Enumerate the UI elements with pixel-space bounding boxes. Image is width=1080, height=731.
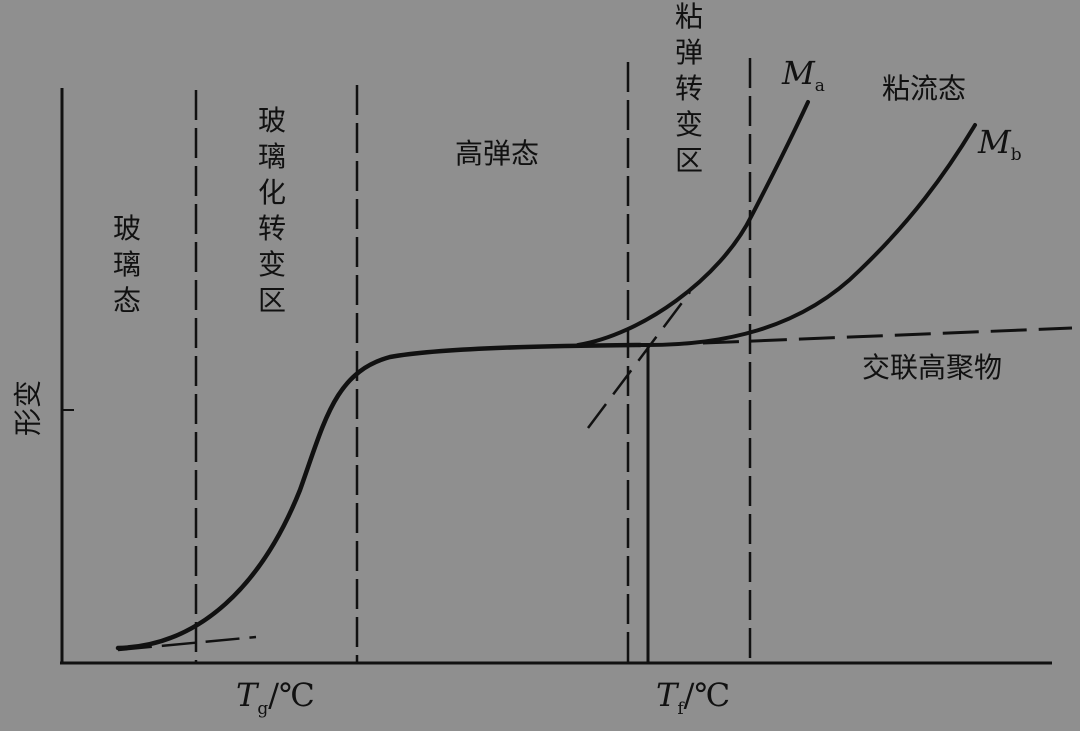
curve-ma-label: Ma	[781, 54, 825, 96]
tf-axis-label: Tf/℃	[656, 676, 730, 719]
tf-tangent-line	[587, 291, 691, 429]
crosslinked-polymer-label: 交联高聚物	[862, 351, 1002, 384]
region-high-elastic-label: 高弹态	[455, 137, 539, 170]
deformation-curve	[115, 342, 643, 651]
region-viscoelastic-transition-label: 粘弹转变区	[675, 0, 703, 177]
region-glass-transition-label: 玻璃化转变区	[258, 104, 286, 317]
region-glassy-label: 玻璃态	[113, 212, 141, 317]
crosslinked-plateau-line	[654, 326, 1073, 347]
region-viscous-flow-label: 粘流态	[882, 72, 966, 105]
tg-axis-label: Tg/℃	[236, 676, 315, 719]
curve-ma	[576, 100, 810, 347]
curve-mb-label: Mb	[977, 123, 1022, 165]
y-axis-label: 形变	[12, 380, 45, 436]
curve-mb	[638, 123, 977, 348]
